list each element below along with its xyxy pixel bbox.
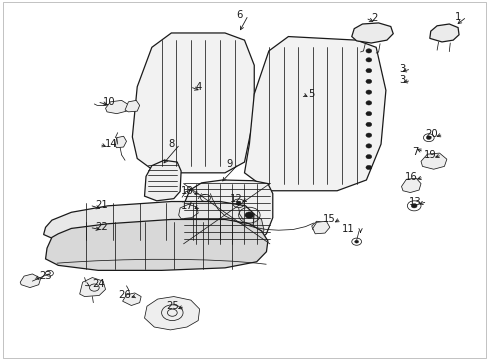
Text: 16: 16 (405, 172, 417, 182)
Text: 10: 10 (103, 97, 116, 107)
Polygon shape (144, 160, 181, 201)
Polygon shape (122, 293, 141, 306)
Polygon shape (180, 180, 272, 246)
Text: 8: 8 (168, 139, 174, 149)
Circle shape (365, 133, 371, 137)
Text: 17: 17 (181, 201, 193, 211)
Polygon shape (125, 100, 140, 112)
Polygon shape (244, 37, 385, 191)
Text: 2: 2 (370, 13, 377, 23)
Text: 1: 1 (454, 12, 460, 22)
Circle shape (236, 202, 241, 205)
Polygon shape (429, 24, 458, 42)
Polygon shape (43, 202, 254, 243)
Circle shape (365, 165, 371, 170)
Text: 3: 3 (398, 75, 405, 85)
Text: 21: 21 (95, 200, 108, 210)
Polygon shape (178, 204, 198, 219)
Circle shape (354, 240, 358, 243)
Circle shape (410, 204, 416, 208)
Text: 20: 20 (424, 129, 437, 139)
Circle shape (365, 68, 371, 73)
Circle shape (365, 90, 371, 94)
Polygon shape (132, 33, 254, 173)
Text: 23: 23 (40, 271, 52, 281)
Polygon shape (80, 278, 105, 297)
Text: 26: 26 (119, 291, 131, 301)
Polygon shape (45, 220, 267, 270)
Text: 15: 15 (322, 214, 334, 224)
Circle shape (365, 49, 371, 53)
Text: 4: 4 (195, 82, 202, 92)
Circle shape (365, 122, 371, 127)
Text: 7: 7 (411, 147, 417, 157)
Text: 22: 22 (95, 222, 108, 232)
Polygon shape (351, 23, 392, 43)
Text: 13: 13 (408, 197, 421, 207)
Text: 18: 18 (181, 186, 193, 197)
Polygon shape (105, 100, 128, 114)
Text: 19: 19 (423, 150, 435, 160)
Polygon shape (20, 274, 41, 288)
Text: 25: 25 (166, 301, 179, 311)
Polygon shape (401, 178, 420, 193)
Polygon shape (144, 297, 199, 330)
Circle shape (365, 79, 371, 84)
Polygon shape (420, 153, 446, 169)
Circle shape (365, 58, 371, 62)
Polygon shape (312, 221, 329, 234)
Circle shape (244, 212, 253, 219)
Text: 12: 12 (229, 194, 242, 204)
Text: 24: 24 (92, 279, 104, 289)
Circle shape (365, 101, 371, 105)
Circle shape (365, 144, 371, 148)
Circle shape (365, 112, 371, 116)
Polygon shape (311, 221, 325, 231)
Text: 14: 14 (105, 139, 118, 149)
Text: 11: 11 (341, 225, 354, 234)
Circle shape (365, 154, 371, 159)
Polygon shape (253, 214, 264, 239)
Text: 3: 3 (398, 64, 405, 74)
Text: 9: 9 (226, 159, 232, 169)
Circle shape (426, 136, 430, 139)
Polygon shape (115, 136, 126, 148)
Text: 6: 6 (236, 10, 242, 20)
Text: 5: 5 (307, 89, 314, 99)
